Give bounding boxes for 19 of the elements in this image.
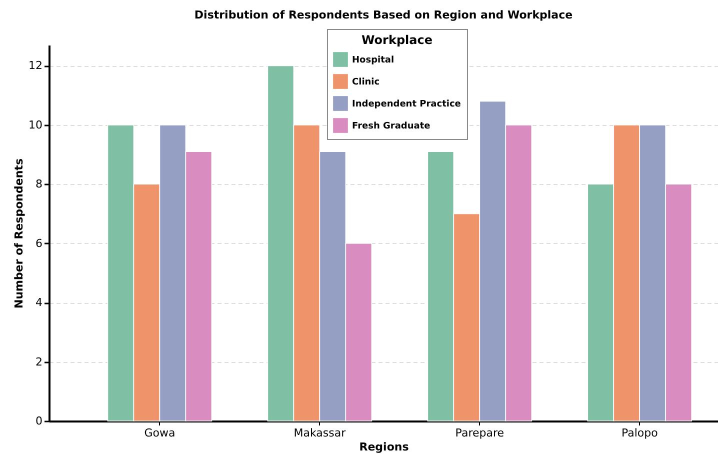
legend-label: Hospital <box>352 56 394 66</box>
legend-label: Clinic <box>352 78 380 88</box>
y-axis-title: Number of Respondents <box>12 158 26 308</box>
y-tick-label: 10 <box>28 118 42 132</box>
legend-label: Independent Practice <box>352 100 461 110</box>
y-tick-label: 2 <box>36 355 42 368</box>
y-tick-label: 4 <box>36 296 42 310</box>
y-tick-label: 8 <box>36 178 42 191</box>
chart-title: Distribution of Respondents Based on Region and Workplace <box>194 8 573 22</box>
x-tick-label: Parepare <box>455 426 504 440</box>
y-tick-label: 6 <box>36 236 42 250</box>
legend-title: Workplace <box>361 33 433 47</box>
x-tick-label: Makassar <box>294 426 346 440</box>
x-tick-label: Gowa <box>144 426 176 440</box>
y-tick-label: 0 <box>36 414 42 428</box>
legend-label: Fresh Graduate <box>352 122 430 132</box>
x-tick-label: Palopo <box>621 426 658 440</box>
y-tick-label: 12 <box>28 59 42 72</box>
x-axis-title: Regions <box>359 440 410 454</box>
